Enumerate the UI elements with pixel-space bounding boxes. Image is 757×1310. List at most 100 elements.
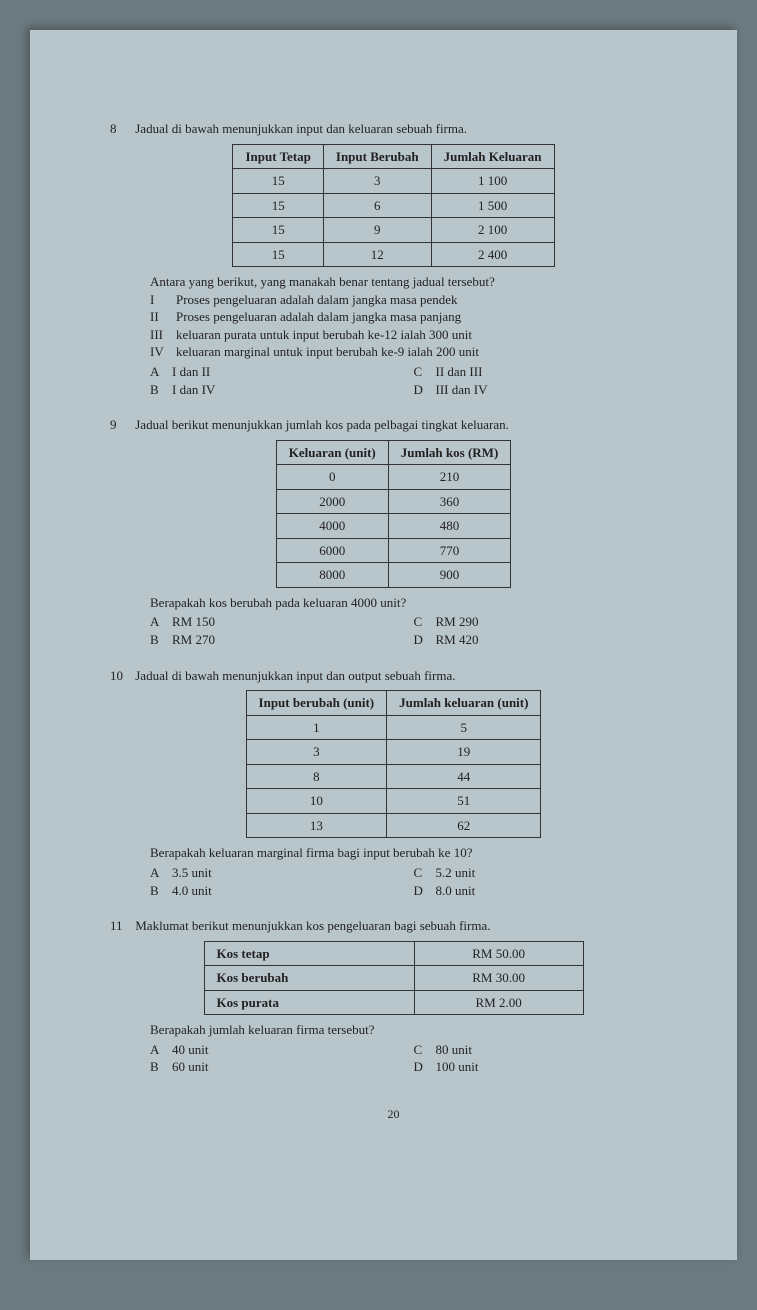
q8-number: 8 [110, 120, 132, 138]
q11-cell: RM 30.00 [414, 966, 583, 991]
q10-opt-a: A3.5 unit [150, 864, 414, 882]
q8-opt-b: BI dan IV [150, 381, 414, 399]
q9-opts-left: ARM 150 BRM 270 [150, 613, 414, 648]
opt-letter: B [150, 1058, 172, 1076]
q10-opt-d: D8.0 unit [414, 882, 678, 900]
q8-th-1: Input Berubah [323, 144, 431, 169]
q8-cell: 2 400 [431, 242, 554, 267]
q10-stem: 10 Jadual di bawah menunjukkan input dan… [110, 667, 677, 685]
q8-cell: 6 [323, 193, 431, 218]
q9-followup: Berapakah kos berubah pada keluaran 4000… [150, 594, 677, 612]
q8-cell: 15 [233, 218, 323, 243]
q11-opts-left: A40 unit B60 unit [150, 1041, 414, 1076]
q11-number: 11 [110, 917, 132, 935]
q9-cell: 8000 [276, 563, 388, 588]
q9-cell: 900 [388, 563, 511, 588]
opt-letter: C [414, 363, 436, 381]
q8-cell: 1 100 [431, 169, 554, 194]
opt-text: I dan IV [172, 381, 215, 399]
q11-opt-c: C80 unit [414, 1041, 678, 1059]
q11-text: Maklumat berikut menunjukkan kos pengelu… [135, 918, 490, 933]
q11-opts-right: C80 unit D100 unit [414, 1041, 678, 1076]
q9-opt-a: ARM 150 [150, 613, 414, 631]
q11-cell: Kos purata [204, 990, 414, 1015]
q11-followup: Berapakah jumlah keluaran firma tersebut… [150, 1021, 677, 1039]
q11-opt-b: B60 unit [150, 1058, 414, 1076]
q10-options: A3.5 unit B4.0 unit C5.2 unit D8.0 unit [150, 864, 677, 899]
question-9: 9 Jadual berikut menunjukkan jumlah kos … [110, 416, 677, 648]
q11-cell: RM 2.00 [414, 990, 583, 1015]
question-8: 8 Jadual di bawah menunjukkan input dan … [110, 120, 677, 398]
q9-cell: 2000 [276, 489, 388, 514]
roman-text: Proses pengeluaran adalah dalam jangka m… [176, 291, 458, 309]
q9-options: ARM 150 BRM 270 CRM 290 DRM 420 [150, 613, 677, 648]
opt-letter: C [414, 864, 436, 882]
opt-letter: B [150, 882, 172, 900]
opt-letter: A [150, 363, 172, 381]
q10-opt-c: C5.2 unit [414, 864, 678, 882]
q9-cell: 360 [388, 489, 511, 514]
question-10: 10 Jadual di bawah menunjukkan input dan… [110, 667, 677, 899]
q9-cell: 770 [388, 538, 511, 563]
opt-letter: A [150, 864, 172, 882]
q9-cell: 6000 [276, 538, 388, 563]
q11-stem: 11 Maklumat berikut menunjukkan kos peng… [110, 917, 677, 935]
q10-th-1: Jumlah keluaran (unit) [387, 691, 541, 716]
roman-num: IV [150, 343, 176, 361]
question-11: 11 Maklumat berikut menunjukkan kos peng… [110, 917, 677, 1076]
q8-cell: 15 [233, 193, 323, 218]
q10-th-0: Input berubah (unit) [246, 691, 387, 716]
q8-th-2: Jumlah Keluaran [431, 144, 554, 169]
worksheet-page: 8 Jadual di bawah menunjukkan input dan … [30, 30, 737, 1260]
opt-letter: A [150, 1041, 172, 1059]
opt-text: I dan II [172, 363, 210, 381]
q8-cell: 3 [323, 169, 431, 194]
q9-opt-c: CRM 290 [414, 613, 678, 631]
opt-text: 60 unit [172, 1058, 208, 1076]
q8-opt-a: AI dan II [150, 363, 414, 381]
q11-opt-a: A40 unit [150, 1041, 414, 1059]
q9-th-0: Keluaran (unit) [276, 440, 388, 465]
q9-opt-d: DRM 420 [414, 631, 678, 649]
opt-text: RM 150 [172, 613, 215, 631]
q9-th-1: Jumlah kos (RM) [388, 440, 511, 465]
q11-opt-d: D100 unit [414, 1058, 678, 1076]
opt-letter: D [414, 1058, 436, 1076]
q10-cell: 13 [246, 813, 387, 838]
q9-text: Jadual berikut menunjukkan jumlah kos pa… [135, 417, 509, 432]
opt-text: 8.0 unit [436, 882, 476, 900]
q9-cell: 480 [388, 514, 511, 539]
q11-table: Kos tetapRM 50.00 Kos berubahRM 30.00 Ko… [204, 941, 584, 1016]
q8-roman-list: IProses pengeluaran adalah dalam jangka … [150, 291, 677, 361]
q8-followup: Antara yang berikut, yang manakah benar … [150, 273, 677, 291]
q9-cell: 4000 [276, 514, 388, 539]
q10-opts-right: C5.2 unit D8.0 unit [414, 864, 678, 899]
roman-text: keluaran purata untuk input berubah ke-1… [176, 326, 472, 344]
opt-text: III dan IV [436, 381, 488, 399]
q9-cell: 0 [276, 465, 388, 490]
q9-number: 9 [110, 416, 132, 434]
q11-options: A40 unit B60 unit C80 unit D100 unit [150, 1041, 677, 1076]
opt-text: RM 270 [172, 631, 215, 649]
q8-roman-i: IProses pengeluaran adalah dalam jangka … [150, 291, 677, 309]
opt-letter: C [414, 613, 436, 631]
q10-number: 10 [110, 667, 132, 685]
q8-cell: 15 [233, 242, 323, 267]
q8-roman-iii: IIIkeluaran purata untuk input berubah k… [150, 326, 677, 344]
q10-table: Input berubah (unit) Jumlah keluaran (un… [246, 690, 542, 838]
q9-stem: 9 Jadual berikut menunjukkan jumlah kos … [110, 416, 677, 434]
opt-text: 5.2 unit [436, 864, 476, 882]
opt-text: RM 420 [436, 631, 479, 649]
roman-num: III [150, 326, 176, 344]
q8-cell: 15 [233, 169, 323, 194]
opt-text: 100 unit [436, 1058, 479, 1076]
q9-opts-right: CRM 290 DRM 420 [414, 613, 678, 648]
opt-letter: B [150, 381, 172, 399]
q8-cell: 2 100 [431, 218, 554, 243]
opt-text: 4.0 unit [172, 882, 212, 900]
q10-opts-left: A3.5 unit B4.0 unit [150, 864, 414, 899]
q10-cell: 1 [246, 715, 387, 740]
opt-letter: D [414, 882, 436, 900]
q10-cell: 3 [246, 740, 387, 765]
opt-text: RM 290 [436, 613, 479, 631]
